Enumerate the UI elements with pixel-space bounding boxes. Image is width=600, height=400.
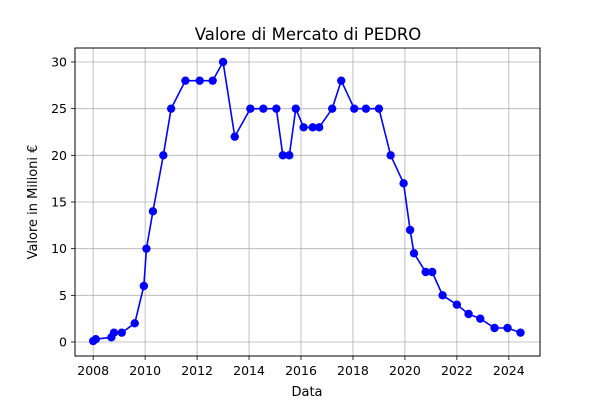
series-layer xyxy=(88,57,525,346)
data-point-marker xyxy=(142,244,151,253)
y-tick-label: 0 xyxy=(59,335,67,350)
y-tick-label: 5 xyxy=(59,288,67,303)
grid xyxy=(75,48,540,356)
data-point-marker xyxy=(208,76,217,85)
data-point-marker xyxy=(350,104,359,113)
data-point-marker xyxy=(337,76,346,85)
data-point-marker xyxy=(218,57,228,67)
y-tick-label: 15 xyxy=(51,195,67,210)
data-point-marker xyxy=(291,104,301,113)
y-tick-label: 10 xyxy=(51,241,67,256)
x-tick-label: 2022 xyxy=(441,363,473,378)
y-tick-label: 25 xyxy=(51,101,67,116)
x-tick-label: 2018 xyxy=(337,363,369,378)
data-point-marker xyxy=(299,123,308,132)
data-point-marker xyxy=(117,328,126,337)
data-point-marker xyxy=(409,249,419,258)
data-point-marker xyxy=(181,76,190,85)
data-point-marker xyxy=(421,267,430,277)
y-axis-label: Valore in Milioni € xyxy=(26,145,41,260)
x-axis: 2008 2010 2012 2014 2016 2018 2020 2022 2024 xyxy=(77,356,525,378)
data-point-marker xyxy=(464,309,473,319)
y-tick-label: 20 xyxy=(51,148,67,163)
chart-title: Valore di Mercato di PEDRO xyxy=(195,25,422,44)
data-point-marker xyxy=(246,104,255,113)
data-point-marker xyxy=(476,314,485,323)
data-point-marker xyxy=(399,179,408,188)
data-point-marker xyxy=(130,319,139,328)
y-axis: 0 5 10 15 20 25 30 xyxy=(51,55,75,350)
data-point-marker xyxy=(503,323,512,333)
data-point-marker xyxy=(278,151,288,160)
data-point-marker xyxy=(195,76,204,85)
data-point-marker xyxy=(405,225,415,235)
data-point-marker xyxy=(109,328,119,337)
data-point-marker xyxy=(438,291,447,300)
x-tick-label: 2020 xyxy=(389,363,421,378)
data-point-marker xyxy=(452,300,462,309)
data-point-marker xyxy=(308,123,317,132)
x-tick-label: 2012 xyxy=(181,363,213,378)
data-point-marker xyxy=(91,335,100,344)
data-point-marker xyxy=(427,267,437,277)
data-point-marker xyxy=(272,104,281,113)
x-axis-label: Data xyxy=(291,385,322,400)
data-point-marker xyxy=(166,104,176,113)
data-point-marker xyxy=(159,151,168,160)
data-point-marker xyxy=(285,151,294,160)
data-point-marker xyxy=(139,281,149,291)
x-tick-label: 2016 xyxy=(285,363,317,378)
data-point-marker xyxy=(230,132,239,141)
y-tick-label: 30 xyxy=(51,55,67,70)
data-point-marker xyxy=(327,104,337,113)
data-point-marker xyxy=(259,104,268,113)
data-point-marker xyxy=(374,104,384,113)
data-point-marker xyxy=(361,104,371,113)
x-tick-label: 2010 xyxy=(129,363,161,378)
x-tick-label: 2008 xyxy=(77,363,109,378)
data-point-marker xyxy=(490,323,499,333)
x-tick-label: 2014 xyxy=(233,363,265,378)
data-point-marker xyxy=(386,151,395,160)
x-tick-label: 2024 xyxy=(493,363,525,378)
data-point-marker xyxy=(148,207,158,216)
data-point-marker xyxy=(516,328,525,337)
data-point-marker xyxy=(314,123,324,132)
